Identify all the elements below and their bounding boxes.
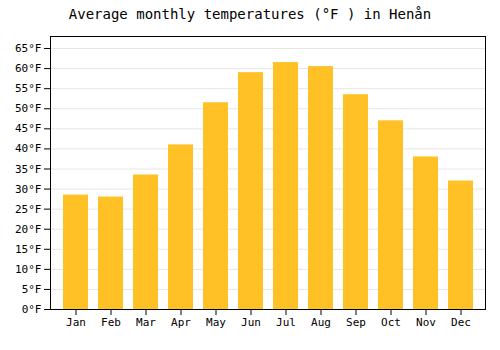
- svg-text:50°F: 50°F: [15, 102, 42, 115]
- svg-text:40°F: 40°F: [15, 142, 42, 155]
- svg-text:55°F: 55°F: [15, 82, 42, 95]
- svg-text:25°F: 25°F: [15, 203, 42, 216]
- svg-text:Mar: Mar: [136, 316, 156, 329]
- svg-text:60°F: 60°F: [15, 62, 42, 75]
- svg-text:30°F: 30°F: [15, 183, 42, 196]
- svg-text:5°F: 5°F: [22, 283, 42, 296]
- svg-text:Jun: Jun: [241, 316, 261, 329]
- svg-text:Oct: Oct: [381, 316, 401, 329]
- svg-text:65°F: 65°F: [15, 42, 42, 55]
- svg-text:Apr: Apr: [171, 316, 191, 329]
- svg-text:Feb: Feb: [101, 316, 121, 329]
- svg-text:Dec: Dec: [451, 316, 471, 329]
- html-text:Average monthly temperatures (: Average monthly temperatures (°F ) in He…: [68, 6, 432, 22]
- svg-text:15°F: 15°F: [15, 243, 42, 256]
- svg-text:Aug: Aug: [311, 316, 331, 329]
- svg-text:Sep: Sep: [346, 316, 366, 329]
- svg-text:20°F: 20°F: [15, 223, 42, 236]
- svg-text:10°F: 10°F: [15, 263, 42, 276]
- svg-text:Jan: Jan: [66, 316, 86, 329]
- svg-text:35°F: 35°F: [15, 163, 42, 176]
- svg-text:May: May: [206, 316, 226, 329]
- svg-text:0°F: 0°F: [22, 303, 42, 316]
- svg-text:45°F: 45°F: [15, 122, 42, 135]
- svg-text:Jul: Jul: [276, 316, 296, 329]
- svg-text:Nov: Nov: [416, 316, 436, 329]
